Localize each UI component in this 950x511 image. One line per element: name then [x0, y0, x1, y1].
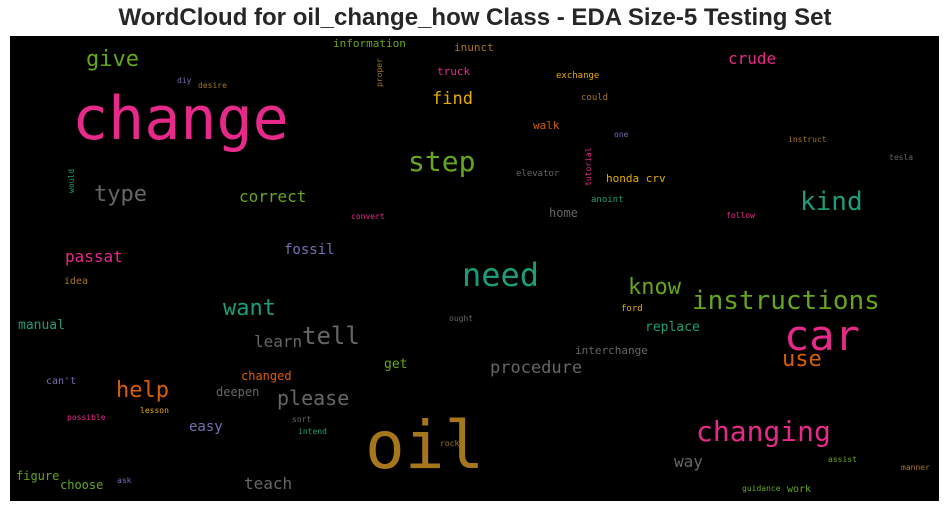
word-fossil: fossil: [284, 242, 335, 258]
word-crude: crude: [728, 49, 777, 68]
word-passat: passat: [65, 247, 123, 266]
word-choose: choose: [60, 478, 104, 492]
word-learn: learn: [254, 332, 303, 351]
word-proper: proper: [375, 58, 384, 87]
word-ford: ford: [621, 304, 643, 314]
word-type: type: [94, 182, 147, 207]
word-would: would: [67, 168, 76, 193]
word-correct: correct: [239, 187, 307, 206]
word-idea: idea: [64, 276, 89, 287]
word-easy: easy: [189, 419, 223, 435]
word-want: want: [223, 296, 276, 321]
word-deepen: deepen: [216, 385, 260, 399]
word-get: get: [384, 357, 408, 372]
word-convert: convert: [351, 212, 385, 221]
word-work: work: [787, 484, 812, 495]
word-cant: can't: [46, 376, 77, 387]
word-guidance: guidance: [742, 484, 781, 493]
word-truck: truck: [437, 65, 471, 78]
word-elevator: elevator: [516, 169, 560, 179]
word-desire: desire: [198, 81, 227, 90]
word-rock: rock: [440, 439, 460, 448]
word-intend: intend: [298, 427, 327, 436]
word-ask: ask: [117, 476, 132, 485]
word-replace: replace: [645, 320, 700, 335]
word-need: need: [462, 256, 540, 294]
word-procedure: procedure: [490, 358, 583, 378]
word-kind: kind: [800, 187, 863, 217]
word-know: know: [628, 275, 681, 300]
word-lesson: lesson: [140, 406, 169, 415]
word-instructions: instructions: [692, 286, 880, 316]
word-step: step: [408, 145, 476, 178]
word-anoint: anoint: [591, 195, 624, 205]
wordcloud-canvas: oil change car instructions changing nee…: [10, 36, 939, 501]
word-please: please: [277, 386, 350, 410]
word-figure: figure: [16, 469, 60, 483]
word-ought: ought: [449, 314, 474, 323]
word-tesla: tesla: [889, 153, 914, 162]
word-use: use: [782, 347, 822, 372]
word-home: home: [549, 206, 578, 220]
word-manner: manner: [901, 463, 930, 472]
word-one: one: [614, 130, 629, 139]
word-changing: changing: [696, 415, 831, 448]
word-help: help: [116, 378, 169, 403]
word-assist: assist: [828, 455, 857, 464]
word-could: could: [581, 93, 609, 103]
word-give: give: [86, 47, 139, 72]
word-tutorial: tutorial: [584, 147, 593, 186]
word-find: find: [432, 89, 473, 109]
word-information: information: [333, 37, 406, 50]
word-sort: sort: [292, 415, 312, 424]
word-honda-crv: honda crv: [606, 172, 666, 185]
chart-title: WordCloud for oil_change_how Class - EDA…: [118, 4, 832, 31]
word-car: car: [784, 311, 860, 360]
word-walk: walk: [533, 119, 560, 132]
word-possible: possible: [67, 413, 106, 422]
word-manual: manual: [18, 318, 65, 333]
word-teach: teach: [244, 474, 293, 493]
word-diy: diy: [177, 76, 192, 85]
word-changed: changed: [241, 369, 292, 383]
word-interchange: interchange: [575, 344, 648, 357]
word-change: change: [72, 84, 289, 154]
word-exchange: exchange: [556, 71, 600, 81]
word-inunct: inunct: [454, 41, 494, 54]
word-oil: oil: [365, 407, 485, 484]
word-tell: tell: [302, 322, 360, 350]
word-way: way: [674, 452, 703, 471]
word-follow: follow: [726, 211, 755, 220]
word-instruct: instruct: [788, 135, 827, 144]
